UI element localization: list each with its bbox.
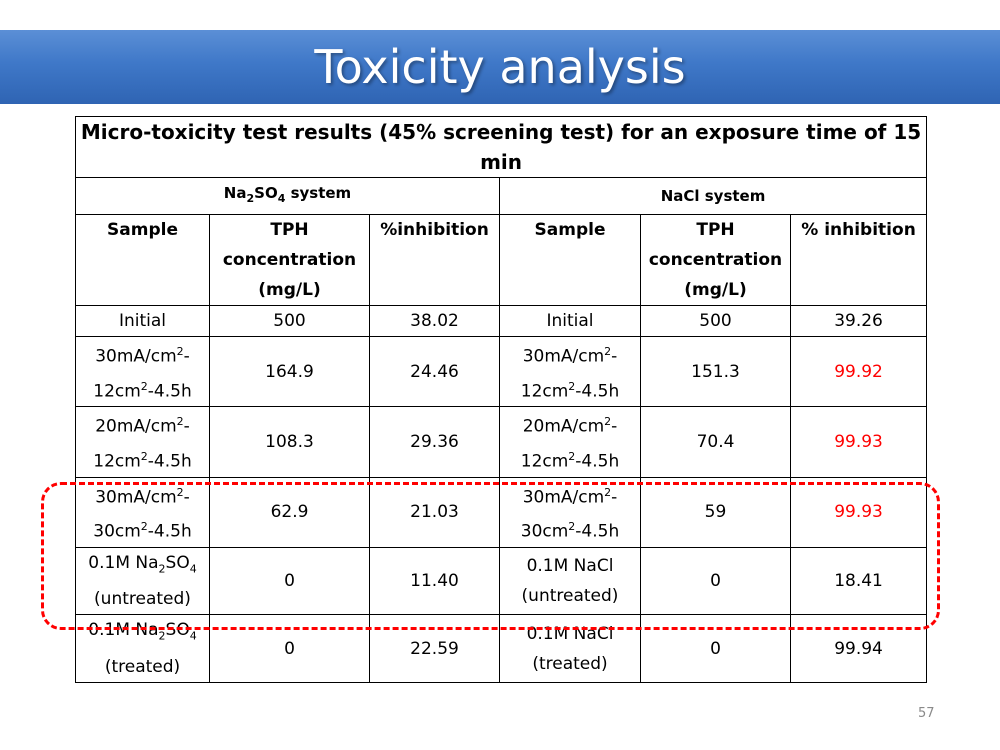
- header-sample-right: Sample: [499, 214, 641, 306]
- inhibition-cell: 11.40: [369, 546, 500, 616]
- tph-cell: 164.9: [209, 335, 370, 408]
- table-caption-row: Micro-toxicity test results (45% screeni…: [74, 116, 928, 178]
- inhibition-cell: 24.46: [369, 335, 500, 408]
- sample-cell: 30mA/cm2- 30cm2-4.5h: [75, 476, 210, 548]
- toxicity-table: Micro-toxicity test results (45% screeni…: [74, 116, 928, 683]
- title-bar: [0, 30, 1000, 104]
- table-row: 0.1M Na2SO4 (treated) 0 22.59 0.1M NaCl (t…: [75, 614, 928, 683]
- tph-cell: 500: [640, 305, 791, 337]
- sample-cell: 30mA/cm2- 12cm2-4.5h: [499, 335, 641, 408]
- tph-cell: 0: [209, 546, 370, 616]
- tph-cell: 62.9: [209, 476, 370, 548]
- tph-cell: 70.4: [640, 406, 791, 478]
- header-row: Sample TPH concentration (mg/L) %inhibitio…: [75, 214, 928, 306]
- sample-cell: 30mA/cm2- 12cm2-4.5h: [75, 335, 210, 408]
- slide-title: Toxicity analysis: [314, 40, 686, 94]
- tph-cell: 108.3: [209, 406, 370, 478]
- highlight-box: [41, 482, 940, 630]
- table-row: 0.1M Na2SO4 (untreated) 0 11.40 0.1M NaCl…: [75, 546, 928, 616]
- nacl-system-label: NaCl system: [498, 177, 928, 215]
- inhibition-cell: 99.93: [789, 406, 928, 478]
- inhibition-cell: 99.92: [789, 335, 928, 408]
- tph-cell: 500: [209, 305, 370, 337]
- inhibition-cell: 29.36: [369, 406, 500, 478]
- tph-cell: 0: [640, 546, 791, 616]
- header-tph-left: TPH concentration (mg/L): [209, 214, 370, 306]
- inhibition-cell: 99.93: [789, 476, 928, 548]
- table-row: 30mA/cm2- 12cm2-4.5h 164.9 24.46 30mA/cm2…: [75, 335, 928, 408]
- table-row: Initial 500 38.02 Initial 500 39.26: [75, 305, 928, 337]
- tph-cell: 59: [640, 476, 791, 548]
- sample-cell: 0.1M Na2SO4 (untreated): [75, 546, 210, 616]
- inhibition-cell: 38.02: [369, 305, 500, 337]
- table-row: 30mA/cm2- 30cm2-4.5h 62.9 21.03 30mA/cm2-…: [75, 476, 928, 548]
- slide-number: 57: [918, 706, 935, 721]
- inhibition-cell: 21.03: [369, 476, 500, 548]
- sample-cell: Initial: [75, 305, 210, 337]
- inhibition-cell: 99.94: [789, 614, 928, 683]
- sample-cell: 0.1M NaCl (untreated): [499, 546, 641, 616]
- sample-cell: 20mA/cm2- 12cm2-4.5h: [499, 406, 641, 478]
- header-inhibition-left: %inhibition: [369, 214, 500, 306]
- sample-cell: 0.1M Na2SO4 (treated): [75, 614, 210, 683]
- inhibition-cell: 39.26: [789, 305, 928, 337]
- header-tph-right: TPH concentration (mg/L): [640, 214, 791, 306]
- table-caption: Micro-toxicity test results (45% screeni…: [74, 116, 928, 178]
- sample-cell: Initial: [499, 305, 641, 337]
- table-row: 20mA/cm2- 12cm2-4.5h 108.3 29.36 20mA/cm2…: [75, 406, 928, 478]
- system-row: Na2SO4 system NaCl system: [75, 177, 928, 215]
- header-inhibition-right: % inhibition: [789, 214, 928, 306]
- sample-cell: 30mA/cm2- 30cm2-4.5h: [499, 476, 641, 548]
- sample-cell: 20mA/cm2- 12cm2-4.5h: [75, 406, 210, 478]
- na2so4-system-label: Na2SO4 system: [75, 177, 500, 215]
- tph-cell: 0: [209, 614, 370, 683]
- tph-cell: 0: [640, 614, 791, 683]
- inhibition-cell: 18.41: [789, 546, 928, 616]
- tph-cell: 151.3: [640, 335, 791, 408]
- header-sample-left: Sample: [75, 214, 210, 306]
